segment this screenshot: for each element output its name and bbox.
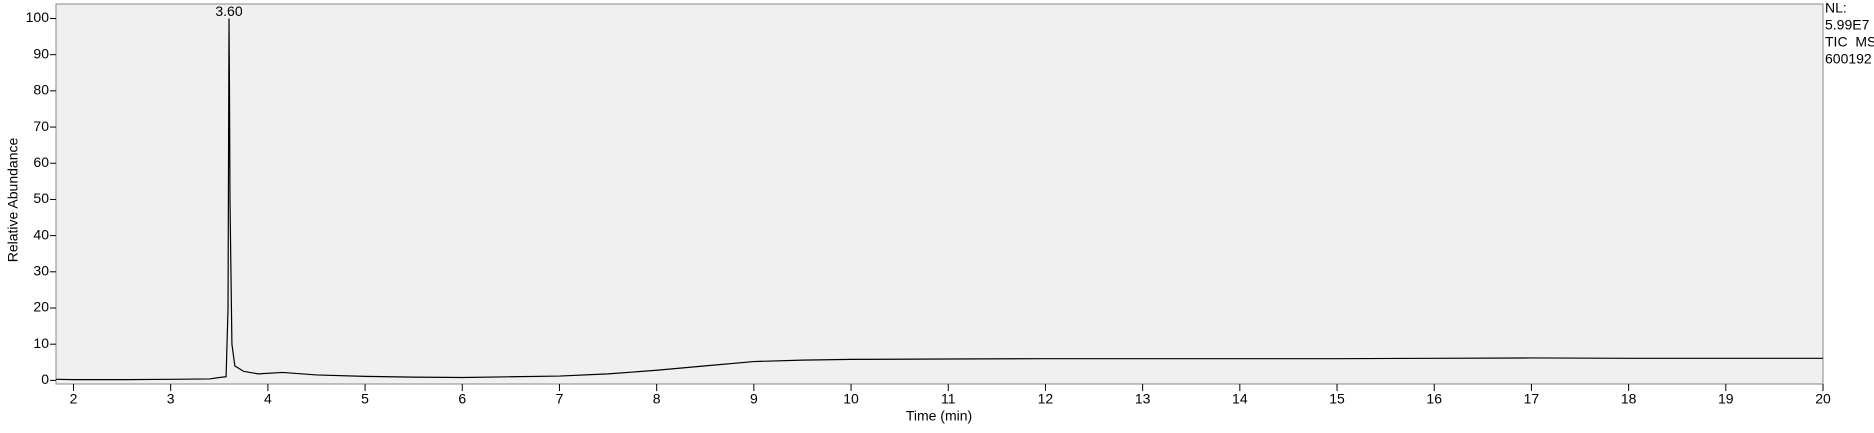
x-tick-label: 10 bbox=[843, 391, 859, 407]
x-tick-label: 3 bbox=[167, 391, 175, 407]
y-tick-label: 90 bbox=[33, 45, 49, 61]
x-tick-label: 13 bbox=[1135, 391, 1151, 407]
x-tick-label: 12 bbox=[1038, 391, 1054, 407]
annotation: NL: bbox=[1825, 0, 1847, 16]
y-tick-label: 10 bbox=[33, 335, 49, 351]
x-tick-label: 16 bbox=[1426, 391, 1442, 407]
x-tick-label: 20 bbox=[1815, 391, 1831, 407]
x-tick-label: 19 bbox=[1718, 391, 1734, 407]
x-tick-label: 11 bbox=[941, 391, 956, 407]
x-tick-label: 2 bbox=[70, 391, 78, 407]
y-tick-label: 60 bbox=[33, 154, 49, 170]
x-tick-label: 8 bbox=[653, 391, 661, 407]
x-tick-label: 15 bbox=[1329, 391, 1345, 407]
peak-label: 3.60 bbox=[215, 3, 242, 19]
x-tick-label: 14 bbox=[1232, 391, 1248, 407]
y-tick-label: 70 bbox=[33, 118, 49, 134]
y-tick-label: 100 bbox=[26, 9, 50, 25]
x-tick-label: 6 bbox=[458, 391, 466, 407]
trace bbox=[55, 18, 1823, 381]
annotation: 600192 bbox=[1825, 51, 1872, 67]
y-tick-label: 40 bbox=[33, 226, 49, 242]
x-tick-label: 4 bbox=[264, 391, 272, 407]
x-tick-label: 17 bbox=[1524, 391, 1540, 407]
x-axis-label: Time (min) bbox=[906, 408, 972, 424]
y-tick-label: 0 bbox=[41, 371, 49, 387]
annotation: 5.99E7 bbox=[1825, 17, 1870, 33]
y-tick-label: 50 bbox=[33, 190, 49, 206]
plot-area bbox=[55, 3, 1824, 385]
x-tick-label: 5 bbox=[361, 391, 369, 407]
y-tick-label: 80 bbox=[33, 82, 49, 98]
y-axis-label: Relative Abundance bbox=[5, 138, 21, 263]
y-tick-label: 30 bbox=[33, 263, 49, 279]
annotation: TIC MS bbox=[1825, 34, 1874, 50]
y-tick-label: 20 bbox=[33, 299, 49, 315]
x-tick-label: 18 bbox=[1621, 391, 1637, 407]
x-tick-label: 9 bbox=[750, 391, 758, 407]
x-tick-label: 7 bbox=[556, 391, 564, 407]
